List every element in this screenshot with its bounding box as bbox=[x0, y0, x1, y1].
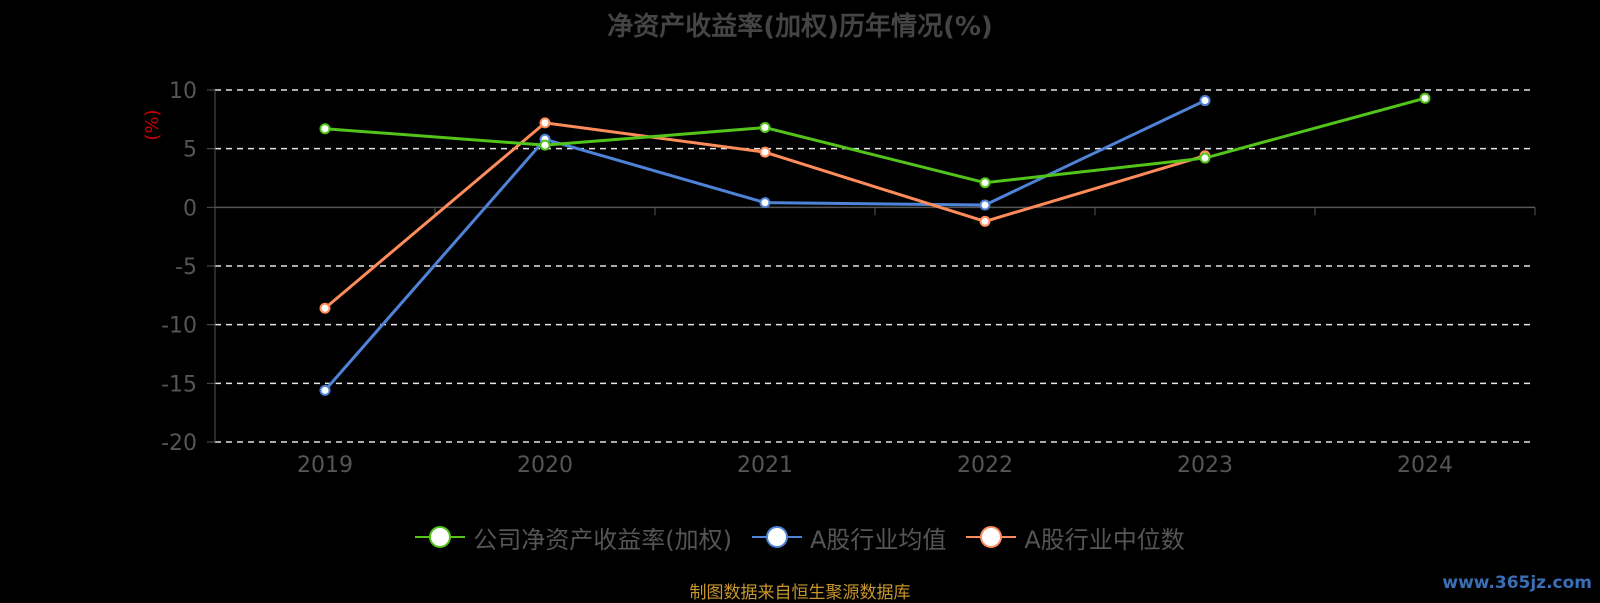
y-tick-label: 5 bbox=[183, 138, 197, 163]
legend-label: A股行业均值 bbox=[809, 525, 947, 554]
legend-label: A股行业中位数 bbox=[1024, 525, 1185, 554]
data-point bbox=[539, 117, 551, 129]
y-tick-label: -10 bbox=[161, 314, 197, 339]
y-axis-label: (%) bbox=[142, 109, 163, 140]
data-point bbox=[319, 123, 331, 135]
legend-item[interactable]: 公司净资产收益率(加权) bbox=[415, 520, 732, 555]
legend: 公司净资产收益率(加权) A股行业均值 A股行业中位数 bbox=[0, 520, 1600, 554]
data-point bbox=[759, 146, 771, 158]
x-tick-label: 2020 bbox=[517, 453, 573, 478]
source-note: 制图数据来自恒生聚源数据库 bbox=[689, 583, 911, 603]
grid-layer bbox=[215, 89, 1535, 443]
series-line bbox=[324, 96, 1426, 185]
data-point bbox=[759, 197, 771, 209]
legend-swatch bbox=[966, 526, 1017, 548]
legend-swatch-marker bbox=[980, 526, 1003, 548]
legend-swatch bbox=[751, 526, 802, 548]
series-1 bbox=[319, 95, 1211, 396]
data-point bbox=[539, 139, 551, 151]
legend-item[interactable]: A股行业中位数 bbox=[966, 520, 1185, 555]
axis-layer: 10 5 0 -5 -10 -15 -20 2019 2020 2021 2022 2023 2024 bbox=[161, 79, 1536, 478]
y-tick-label: 0 bbox=[183, 196, 197, 221]
data-point bbox=[979, 177, 991, 189]
series-layer bbox=[319, 92, 1431, 396]
legend-swatch-marker bbox=[429, 526, 452, 548]
legend-label: 公司净资产收益率(加权) bbox=[473, 525, 732, 554]
series-line bbox=[323, 99, 1206, 392]
legend-item[interactable]: A股行业均值 bbox=[751, 520, 947, 555]
x-tick-label: 2023 bbox=[1177, 453, 1233, 478]
y-tick-label: 10 bbox=[169, 79, 197, 104]
chart-title: 净资产收益率(加权)历年情况(%) bbox=[607, 12, 993, 42]
watermark: www.365jz.com bbox=[1442, 573, 1592, 593]
x-tick-label: 2019 bbox=[297, 453, 353, 478]
y-tick-label: -5 bbox=[175, 255, 197, 280]
data-point bbox=[979, 215, 991, 227]
x-tick-label: 2024 bbox=[1397, 453, 1453, 478]
data-point bbox=[1199, 95, 1211, 107]
data-point bbox=[979, 199, 991, 211]
y-tick-label: -20 bbox=[161, 431, 197, 456]
data-point bbox=[1199, 152, 1211, 164]
x-tick-label: 2022 bbox=[957, 453, 1013, 478]
data-point bbox=[319, 384, 331, 396]
data-point bbox=[319, 302, 331, 314]
legend-swatch-marker bbox=[765, 526, 788, 548]
y-tick-label: -15 bbox=[161, 372, 197, 397]
series-2 bbox=[319, 117, 1211, 314]
series-0 bbox=[319, 92, 1431, 189]
data-point bbox=[759, 122, 771, 134]
legend-swatch bbox=[415, 526, 466, 548]
x-tick-label: 2021 bbox=[737, 453, 793, 478]
data-point bbox=[1419, 92, 1431, 104]
